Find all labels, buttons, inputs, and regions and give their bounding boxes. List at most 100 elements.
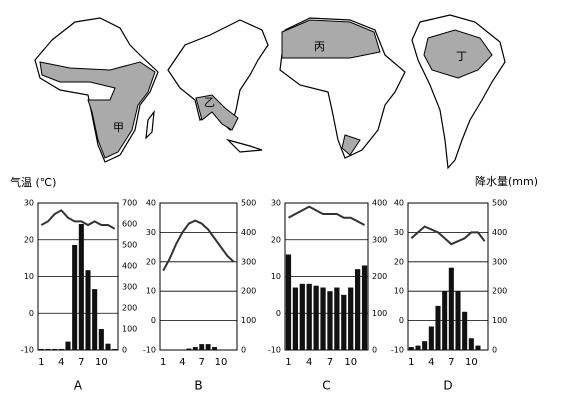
bar bbox=[112, 348, 118, 350]
temperature-line bbox=[410, 225, 486, 246]
map-label: 甲 bbox=[113, 121, 124, 134]
x-tick-label: 4 bbox=[58, 357, 64, 368]
y2-axis-title: 降水量(mm) bbox=[475, 174, 538, 188]
bar bbox=[105, 343, 111, 350]
bar bbox=[348, 287, 354, 350]
x-tick-label: 7 bbox=[199, 357, 205, 368]
x-tick-label: 1 bbox=[408, 357, 414, 368]
y-tick-label: 20 bbox=[146, 257, 156, 266]
map-label: 乙 bbox=[204, 96, 215, 109]
bar bbox=[341, 294, 347, 350]
y2-tick-label: 0 bbox=[372, 346, 377, 355]
y2-tick-label: 700 bbox=[122, 199, 137, 208]
bar bbox=[85, 270, 91, 350]
map-africa-1: 甲 bbox=[34, 17, 159, 163]
y-tick-label: 10 bbox=[394, 287, 404, 296]
y2-tick-label: 500 bbox=[122, 241, 137, 250]
bar bbox=[320, 287, 326, 350]
temperature-line bbox=[287, 205, 366, 226]
bar bbox=[186, 348, 192, 350]
y2-tick-label: 200 bbox=[241, 287, 256, 296]
bar bbox=[455, 291, 461, 350]
x-tick-label: 10 bbox=[465, 357, 478, 368]
y-tick-label: 10 bbox=[146, 287, 156, 296]
bar bbox=[468, 338, 474, 350]
bar bbox=[354, 269, 361, 350]
y2-tick-label: 100 bbox=[492, 316, 507, 325]
chart-label: D bbox=[443, 379, 452, 393]
y-tick-label: 20 bbox=[24, 235, 34, 244]
y2-tick-label: 100 bbox=[372, 309, 387, 318]
bar bbox=[306, 283, 312, 350]
bar bbox=[334, 287, 340, 350]
chart-label: A bbox=[74, 379, 83, 393]
map-africa-2: 丙 bbox=[279, 17, 406, 159]
map-south-america: 丁 bbox=[411, 14, 506, 170]
bar bbox=[408, 347, 414, 350]
y2-tick-label: 0 bbox=[492, 346, 497, 355]
y-tick-label: 30 bbox=[271, 199, 281, 208]
chart-label: B bbox=[194, 379, 202, 393]
x-tick-label: 4 bbox=[179, 357, 185, 368]
bar bbox=[299, 283, 305, 350]
y2-tick-label: 400 bbox=[122, 262, 137, 271]
x-tick-label: 1 bbox=[160, 357, 166, 368]
y-tick-label: 30 bbox=[146, 228, 156, 237]
bar bbox=[327, 291, 333, 350]
x-tick-label: 4 bbox=[428, 357, 434, 368]
y-tick-label: -10 bbox=[268, 346, 281, 355]
y-tick-label: 0 bbox=[29, 309, 34, 318]
plot-frame bbox=[407, 202, 489, 351]
y-tick-label: 30 bbox=[24, 199, 34, 208]
bar bbox=[58, 348, 64, 350]
bar bbox=[205, 344, 211, 350]
y-tick-label: 20 bbox=[394, 257, 404, 266]
bar bbox=[475, 345, 481, 350]
x-tick-label: 1 bbox=[38, 357, 44, 368]
y-tick-label: 0 bbox=[399, 316, 404, 325]
y-tick-label: 10 bbox=[271, 272, 281, 281]
x-tick-label: 7 bbox=[327, 357, 333, 368]
temperature-line bbox=[162, 219, 235, 272]
bar bbox=[442, 291, 448, 350]
bar bbox=[422, 341, 428, 350]
x-tick-label: 10 bbox=[344, 357, 357, 368]
y-tick-label: 10 bbox=[24, 272, 34, 281]
bar bbox=[428, 326, 434, 350]
bar bbox=[65, 341, 71, 350]
y2-tick-label: 300 bbox=[241, 257, 256, 266]
bar bbox=[98, 329, 104, 350]
bar bbox=[285, 254, 292, 350]
bar bbox=[415, 345, 421, 350]
y2-tick-label: 400 bbox=[372, 199, 387, 208]
bar bbox=[448, 267, 454, 350]
temperature-line bbox=[40, 209, 116, 230]
y2-tick-label: 400 bbox=[241, 228, 256, 237]
x-tick-label: 10 bbox=[215, 357, 228, 368]
x-tick-label: 7 bbox=[448, 357, 454, 368]
bar bbox=[45, 348, 51, 350]
bar bbox=[292, 287, 299, 350]
y2-tick-label: 0 bbox=[241, 346, 246, 355]
y2-tick-label: 200 bbox=[492, 287, 507, 296]
bar bbox=[199, 344, 205, 350]
plot-frame bbox=[159, 202, 238, 351]
bar bbox=[72, 245, 78, 350]
y-tick-label: 20 bbox=[271, 235, 281, 244]
y2-tick-label: 500 bbox=[241, 199, 256, 208]
y2-tick-label: 400 bbox=[492, 228, 507, 237]
bar bbox=[38, 348, 44, 350]
y-tick-label: 40 bbox=[394, 199, 404, 208]
x-tick-label: 4 bbox=[306, 357, 312, 368]
bar bbox=[78, 224, 84, 350]
x-tick-label: 7 bbox=[78, 357, 84, 368]
y-tick-label: -10 bbox=[391, 346, 404, 355]
bar bbox=[52, 348, 58, 350]
y2-tick-label: 500 bbox=[492, 199, 507, 208]
x-tick-label: 10 bbox=[95, 357, 108, 368]
bar bbox=[92, 289, 98, 350]
y-tick-label: 40 bbox=[146, 199, 156, 208]
y2-tick-label: 600 bbox=[122, 220, 137, 229]
map-label: 丁 bbox=[456, 50, 467, 63]
bar bbox=[435, 305, 441, 350]
